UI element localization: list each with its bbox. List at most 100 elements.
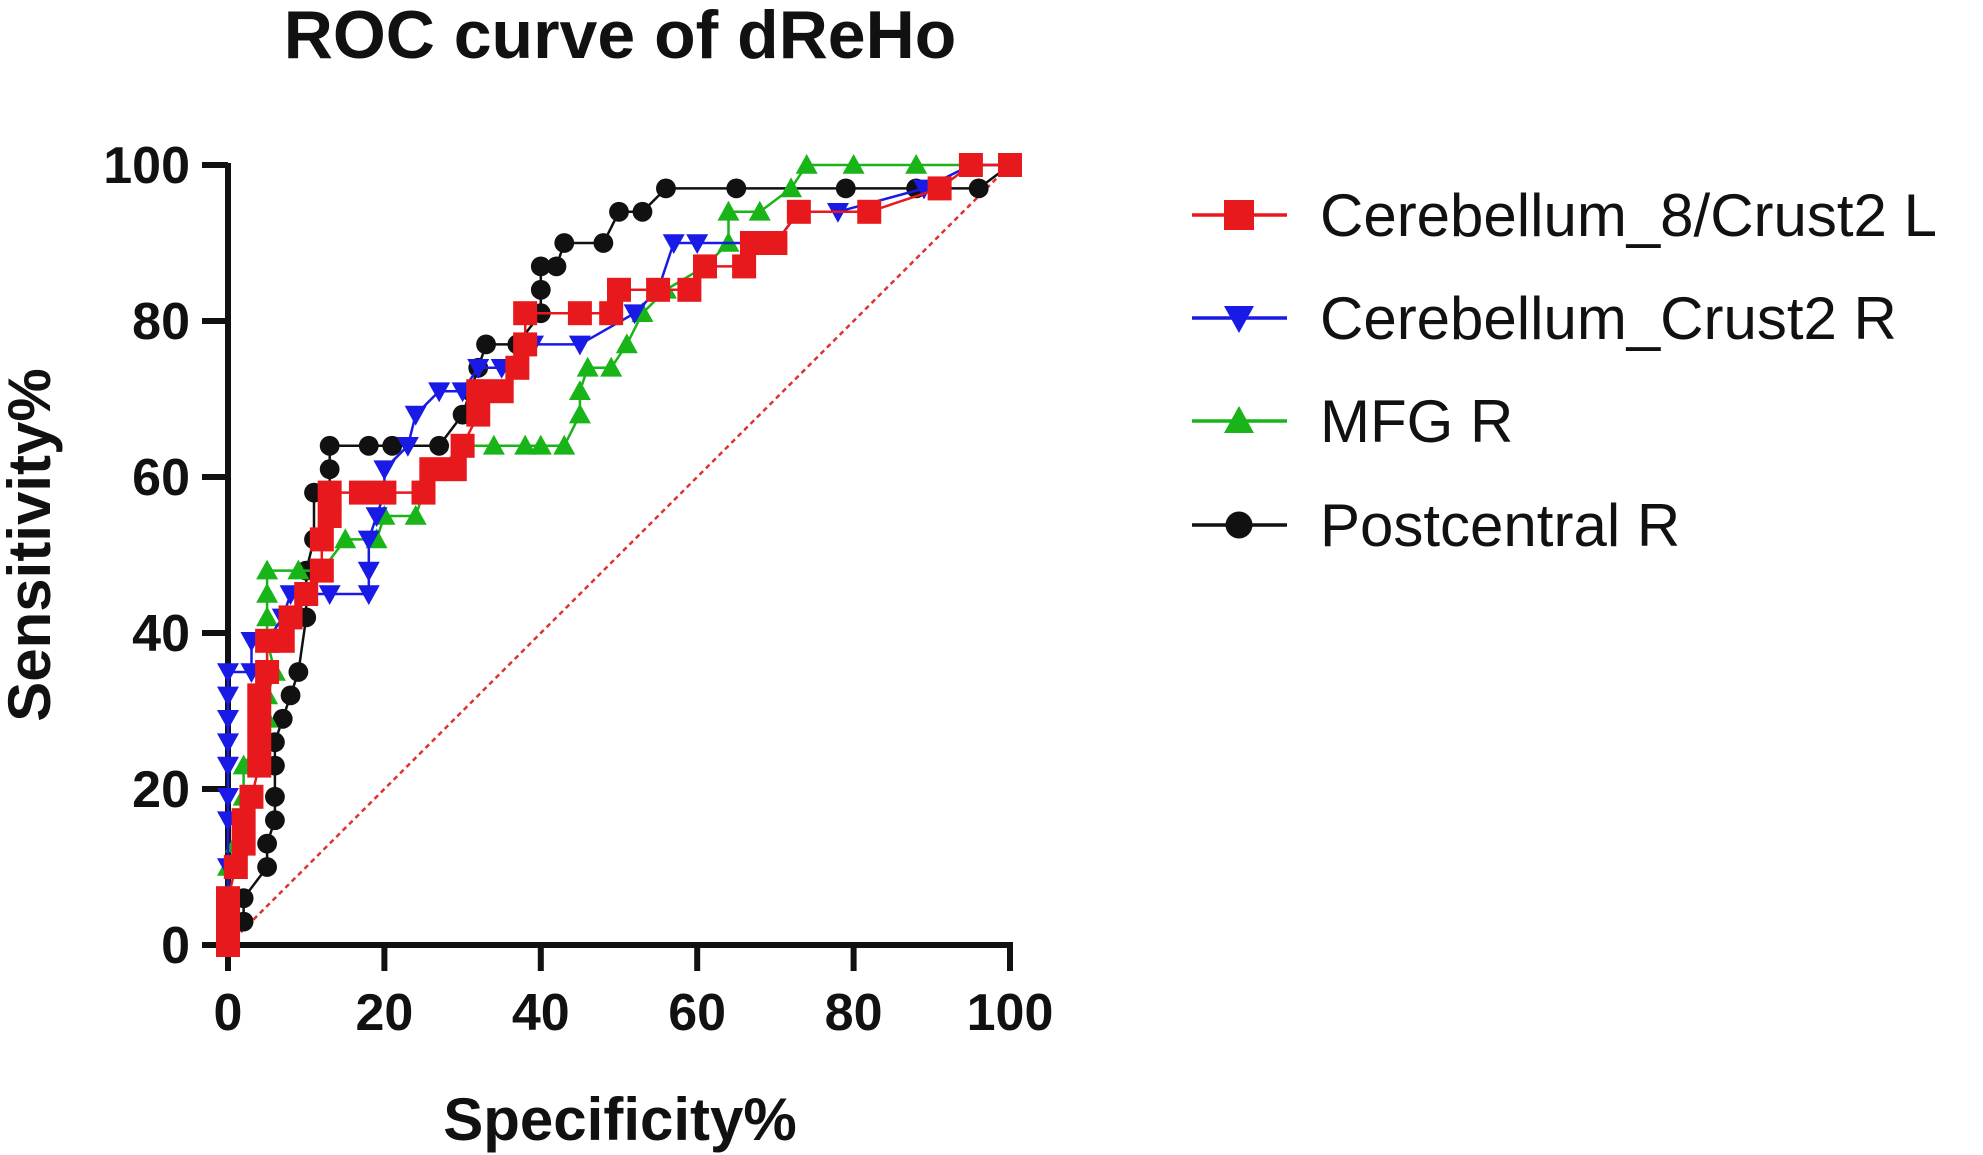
- data-point-cerebellum-8-crust2-l: [732, 254, 757, 279]
- data-point-mfg-r: [568, 403, 591, 424]
- data-point-cerebellum-crust2-r: [217, 686, 239, 707]
- data-point-postcentral-r: [272, 708, 293, 729]
- data-point-postcentral-r: [593, 233, 614, 253]
- data-point-cerebellum-8-crust2-l: [239, 784, 264, 809]
- x-tick-label: 60: [668, 984, 726, 1042]
- data-point-cerebellum-8-crust2-l: [317, 480, 342, 505]
- data-point-cerebellum-crust2-r: [365, 507, 388, 527]
- data-point-mfg-r: [905, 154, 928, 174]
- data-point-postcentral-r: [530, 279, 551, 300]
- x-tick-label: 100: [967, 984, 1054, 1042]
- data-point-cerebellum-8-crust2-l: [348, 480, 373, 505]
- data-point-postcentral-r: [382, 435, 403, 456]
- data-point-cerebellum-8-crust2-l: [270, 628, 295, 653]
- data-point-postcentral-r: [554, 233, 575, 253]
- data-point-mfg-r: [404, 505, 427, 525]
- data-point-cerebellum-crust2-r: [357, 530, 380, 551]
- data-point-mfg-r: [568, 380, 591, 400]
- legend-marker-mfg-r: [1224, 406, 1254, 433]
- data-point-cerebellum-8-crust2-l: [255, 660, 280, 684]
- data-point-postcentral-r: [656, 178, 676, 199]
- data-point-mfg-r: [256, 606, 279, 627]
- data-point-cerebellum-8-crust2-l: [958, 153, 983, 177]
- data-point-mfg-r: [287, 559, 310, 580]
- data-point-cerebellum-8-crust2-l: [693, 254, 718, 279]
- chart-title: ROC curve of dReHo: [284, 0, 957, 73]
- data-point-cerebellum-crust2-r: [217, 733, 239, 754]
- data-point-mfg-r: [529, 434, 552, 455]
- legend-label-mfg-r: MFG R: [1320, 388, 1513, 455]
- data-point-cerebellum-8-crust2-l: [466, 379, 491, 404]
- x-tick-label: 40: [512, 984, 570, 1042]
- data-point-mfg-r: [717, 200, 740, 221]
- data-point-cerebellum-8-crust2-l: [247, 683, 272, 708]
- data-point-cerebellum-crust2-r: [396, 437, 419, 457]
- data-point-postcentral-r: [835, 178, 856, 199]
- data-point-cerebellum-8-crust2-l: [857, 199, 882, 224]
- data-point-cerebellum-8-crust2-l: [278, 605, 303, 630]
- data-point-cerebellum-crust2-r: [428, 382, 451, 403]
- data-point-postcentral-r: [476, 334, 496, 355]
- data-point-cerebellum-8-crust2-l: [231, 808, 256, 833]
- data-point-postcentral-r: [257, 857, 277, 877]
- legend-marker-cerebellum-crust2-r: [1224, 306, 1254, 333]
- data-point-mfg-r: [256, 559, 279, 580]
- data-point-postcentral-r: [546, 256, 567, 277]
- data-point-postcentral-r: [319, 459, 340, 480]
- y-tick-label: 40: [132, 605, 190, 663]
- data-point-cerebellum-8-crust2-l: [505, 355, 530, 380]
- data-point-postcentral-r: [265, 810, 285, 831]
- data-point-mfg-r: [256, 583, 279, 603]
- data-point-cerebellum-8-crust2-l: [763, 231, 788, 255]
- legend-label-cerebellum-8-crust2-l: Cerebellum_8/Crust2 L: [1320, 182, 1937, 249]
- data-point-cerebellum-8-crust2-l: [739, 231, 764, 255]
- legend-marker-postcentral-r: [1225, 511, 1253, 539]
- data-point-cerebellum-8-crust2-l: [442, 457, 467, 482]
- data-point-cerebellum-8-crust2-l: [216, 886, 240, 911]
- data-point-cerebellum-crust2-r: [467, 359, 490, 379]
- data-point-cerebellum-8-crust2-l: [567, 301, 592, 326]
- data-point-cerebellum-8-crust2-l: [216, 909, 240, 934]
- data-point-postcentral-r: [257, 833, 277, 854]
- x-tick-label: 80: [825, 984, 883, 1042]
- data-point-mfg-r: [482, 434, 505, 455]
- data-point-cerebellum-8-crust2-l: [466, 402, 491, 427]
- data-point-cerebellum-crust2-r: [404, 405, 427, 426]
- chance-reference-line: [227, 164, 1011, 946]
- data-point-cerebellum-8-crust2-l: [513, 301, 538, 326]
- data-point-cerebellum-8-crust2-l: [599, 301, 624, 326]
- data-point-cerebellum-crust2-r: [373, 460, 396, 481]
- data-point-cerebellum-8-crust2-l: [372, 480, 397, 505]
- x-tick-label: 0: [214, 984, 243, 1042]
- y-tick-label: 20: [132, 761, 190, 819]
- data-point-cerebellum-8-crust2-l: [247, 706, 272, 731]
- data-point-cerebellum-8-crust2-l: [489, 379, 514, 404]
- data-point-cerebellum-crust2-r: [662, 234, 685, 254]
- data-point-cerebellum-8-crust2-l: [927, 176, 952, 201]
- data-point-cerebellum-8-crust2-l: [309, 527, 334, 552]
- data-point-cerebellum-crust2-r: [357, 585, 380, 605]
- legend-label-postcentral-r: Postcentral R: [1320, 492, 1680, 559]
- data-point-cerebellum-8-crust2-l: [646, 277, 671, 302]
- y-axis-label: Sensitivity%: [0, 368, 63, 721]
- data-point-cerebellum-8-crust2-l: [419, 457, 444, 482]
- data-point-cerebellum-8-crust2-l: [513, 332, 538, 357]
- data-point-cerebellum-8-crust2-l: [677, 277, 702, 302]
- x-tick-label: 20: [355, 984, 413, 1042]
- data-point-mfg-r: [514, 434, 537, 455]
- y-tick-label: 80: [132, 293, 190, 351]
- data-point-cerebellum-8-crust2-l: [309, 558, 334, 583]
- data-point-postcentral-r: [319, 435, 340, 456]
- data-point-postcentral-r: [288, 662, 309, 682]
- data-point-postcentral-r: [632, 201, 653, 222]
- data-point-cerebellum-8-crust2-l: [411, 480, 436, 505]
- data-point-cerebellum-crust2-r: [217, 756, 239, 777]
- data-point-mfg-r: [615, 333, 638, 354]
- data-point-mfg-r: [842, 154, 865, 174]
- y-tick-label: 60: [132, 449, 190, 507]
- data-point-cerebellum-crust2-r: [217, 788, 239, 808]
- x-axis-label: Specificity%: [443, 1086, 796, 1153]
- data-point-mfg-r: [576, 356, 599, 377]
- data-point-cerebellum-crust2-r: [568, 335, 591, 356]
